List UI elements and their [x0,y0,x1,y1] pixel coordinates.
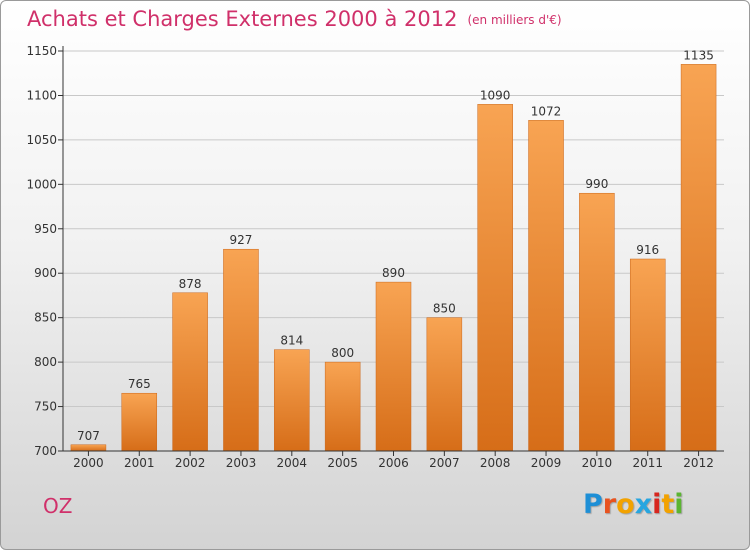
x-tick-label: 2008 [480,456,511,470]
y-tick-label: 850 [34,311,57,325]
x-tick-label: 2012 [683,456,714,470]
data-label: 707 [77,429,100,443]
bar [680,64,717,452]
logo-letter: x [634,489,653,520]
y-tick-label: 800 [34,355,57,369]
y-tick-label: 750 [34,400,57,414]
logo-letter: i [652,489,662,520]
commune-name: OZ [43,494,73,518]
data-label: 765 [128,377,151,391]
bar [629,258,666,452]
logo-letter: o [616,489,635,520]
axes: 700 750 800 850 900 950 1000 1050 1100 1150 2000 20… [26,44,724,470]
bar [324,361,361,452]
x-tick-label: 2004 [277,456,308,470]
x-tick-label: 2003 [226,456,257,470]
data-label: 814 [280,334,303,348]
proxiti-logo[interactable]: Proxiti [583,489,684,520]
data-label: 990 [585,177,608,191]
logo-letter: t [661,489,675,520]
data-label: 927 [230,233,253,247]
y-tick-label: 950 [34,222,57,236]
y-tick-label: 700 [34,444,57,458]
bar [426,317,463,452]
logo-letter: P [583,489,603,520]
bar [274,349,310,452]
bar [375,281,412,452]
chart-title-text: Achats et Charges Externes 2000 à 2012 [27,7,458,31]
y-tick-label: 1100 [26,88,57,102]
x-tick-label: 2001 [124,456,155,470]
logo-letter: r [602,489,617,520]
bar [477,104,513,452]
data-label: 1090 [480,88,511,102]
x-tick-label: 2010 [582,456,613,470]
chart-subtitle: (en milliers d'€) [467,13,562,27]
y-tick-label: 900 [34,266,57,280]
data-labels: 707 765 878 927 814 800 890 850 1090 1072 990 916 11… [77,48,714,442]
data-label: 850 [433,302,456,316]
chart-title: Achats et Charges Externes 2000 à 2012 (e… [27,7,562,31]
bar [528,120,564,452]
bar [121,392,158,452]
x-tick-label: 2011 [632,456,663,470]
data-label: 878 [179,277,202,291]
data-label: 916 [636,243,659,257]
x-tick-label: 2002 [175,456,206,470]
data-label: 1135 [683,48,714,62]
y-tick-label: 1150 [26,44,57,58]
bars [70,64,717,452]
bar [172,292,208,452]
logo-letter: i [674,489,684,520]
data-label: 800 [331,346,354,360]
bar [223,248,259,452]
y-tick-label: 1000 [26,177,57,191]
data-label: 890 [382,266,405,280]
x-tick-label: 2007 [429,456,460,470]
y-tick-label: 1050 [26,133,57,147]
bar [579,192,615,452]
data-label: 1072 [531,104,562,118]
x-tick-label: 2000 [73,456,104,470]
x-tick-label: 2005 [327,456,358,470]
bar [70,444,107,452]
x-tick-label: 2009 [531,456,562,470]
x-tick-label: 2006 [378,456,409,470]
